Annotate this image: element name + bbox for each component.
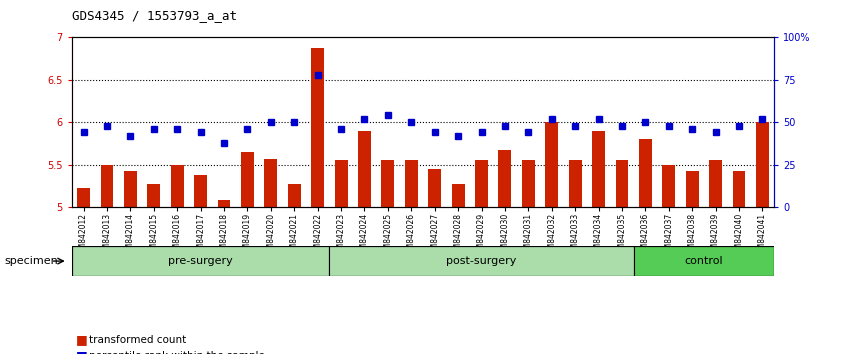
Text: specimen: specimen [4, 256, 58, 266]
Bar [217, 200, 230, 207]
Text: ■: ■ [76, 349, 88, 354]
Bar [592, 131, 605, 207]
Bar [358, 131, 371, 207]
Bar [709, 160, 722, 207]
Bar [733, 171, 745, 207]
Text: transformed count: transformed count [89, 335, 186, 345]
Bar [756, 122, 769, 207]
Bar [288, 184, 300, 207]
Bar [72, 246, 329, 276]
Bar [686, 171, 699, 207]
Bar [335, 160, 348, 207]
Bar [634, 246, 774, 276]
Text: percentile rank within the sample: percentile rank within the sample [89, 351, 265, 354]
Bar [124, 171, 137, 207]
Bar [522, 160, 535, 207]
Bar [171, 165, 184, 207]
Bar [329, 246, 634, 276]
Bar [241, 152, 254, 207]
Bar [405, 160, 418, 207]
Text: pre-surgery: pre-surgery [168, 256, 233, 266]
Text: ■: ■ [76, 333, 88, 346]
Bar [311, 48, 324, 207]
Bar [452, 184, 464, 207]
Bar [265, 159, 277, 207]
Bar [475, 160, 488, 207]
Bar [546, 122, 558, 207]
Bar [639, 139, 651, 207]
Text: GDS4345 / 1553793_a_at: GDS4345 / 1553793_a_at [72, 9, 237, 22]
Bar [382, 160, 394, 207]
Bar [77, 188, 90, 207]
Bar [428, 169, 441, 207]
Bar [147, 184, 160, 207]
Text: control: control [684, 256, 723, 266]
Bar [616, 160, 629, 207]
Bar [195, 175, 207, 207]
Text: post-surgery: post-surgery [447, 256, 517, 266]
Bar [498, 150, 511, 207]
Bar [569, 160, 581, 207]
Bar [662, 165, 675, 207]
Bar [101, 165, 113, 207]
